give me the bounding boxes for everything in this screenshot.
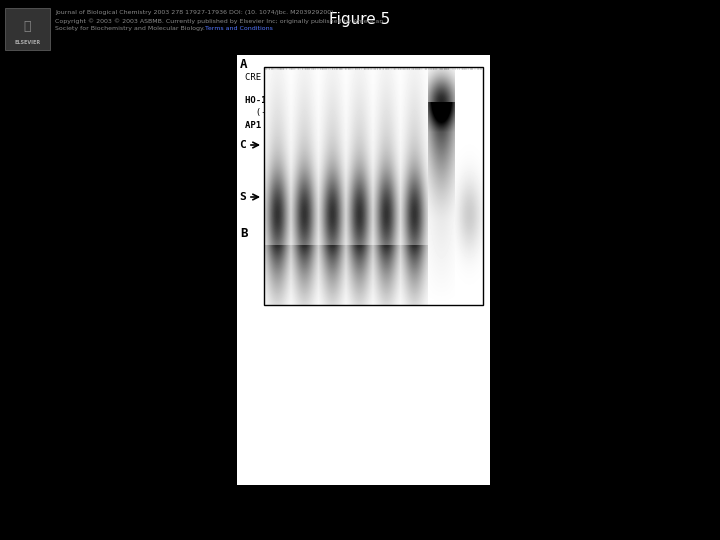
Text: HO-1  CRE/AP-1: HO-1 CRE/AP-1 [245, 96, 320, 105]
Text: ant SP-1: ant SP-1 [387, 196, 393, 230]
Text: C: C [239, 140, 246, 150]
Text: A: A [240, 58, 248, 71]
Text: Figure 5: Figure 5 [329, 12, 391, 27]
Text: S: S [239, 192, 246, 202]
Text: 🌲: 🌲 [24, 21, 31, 33]
Text: ant c-junN: ant c-junN [469, 187, 475, 230]
Text: ant ATF/CREB: ant ATF/CREB [442, 179, 448, 230]
Text: 5´-CCTGACTTCAST-3´: 5´-CCTGACTTCAST-3´ [385, 96, 482, 105]
Text: AP-1 x 50: AP-1 x 50 [305, 192, 311, 230]
Bar [264, 67, 483, 305]
Text: Copyright © 2003 © 2003 ASBMB. Currently published by Elsevier Inc; originally p: Copyright © 2003 © 2003 ASBMB. Currently… [55, 18, 383, 24]
Text: TGANNTCA: TGANNTCA [385, 120, 428, 130]
Text: TGACGTCA: TGACGTCA [385, 72, 428, 82]
Bar [5, 8, 50, 50]
Text: ant fos: ant fos [360, 200, 366, 230]
Text: ELSEVIER: ELSEVIER [14, 40, 40, 45]
Text: ant c-junC: ant c-junC [333, 187, 338, 230]
Text: ::::::::: :::::::: [385, 107, 428, 117]
Text: AP1  consensus: AP1 consensus [245, 120, 320, 130]
Text: preimmune: preimmune [415, 192, 420, 230]
Text: Journal of Biological Chemistry 2003 278 17927-17936 DOI: (10. 1074/jbc. M203929: Journal of Biological Chemistry 2003 278… [55, 10, 333, 15]
Text: CRE  consensus: CRE consensus [245, 72, 320, 82]
Text: :::: ::::: :::: :::: [385, 84, 433, 92]
Text: none: none [278, 213, 284, 230]
Text: B: B [240, 227, 248, 240]
Bar [237, 55, 490, 485]
Text: (-666/-655): (-666/-655) [245, 107, 315, 117]
Text: Terms and Conditions: Terms and Conditions [205, 26, 273, 31]
Text: Society for Biochemistry and Molecular Biology.: Society for Biochemistry and Molecular B… [55, 26, 205, 31]
